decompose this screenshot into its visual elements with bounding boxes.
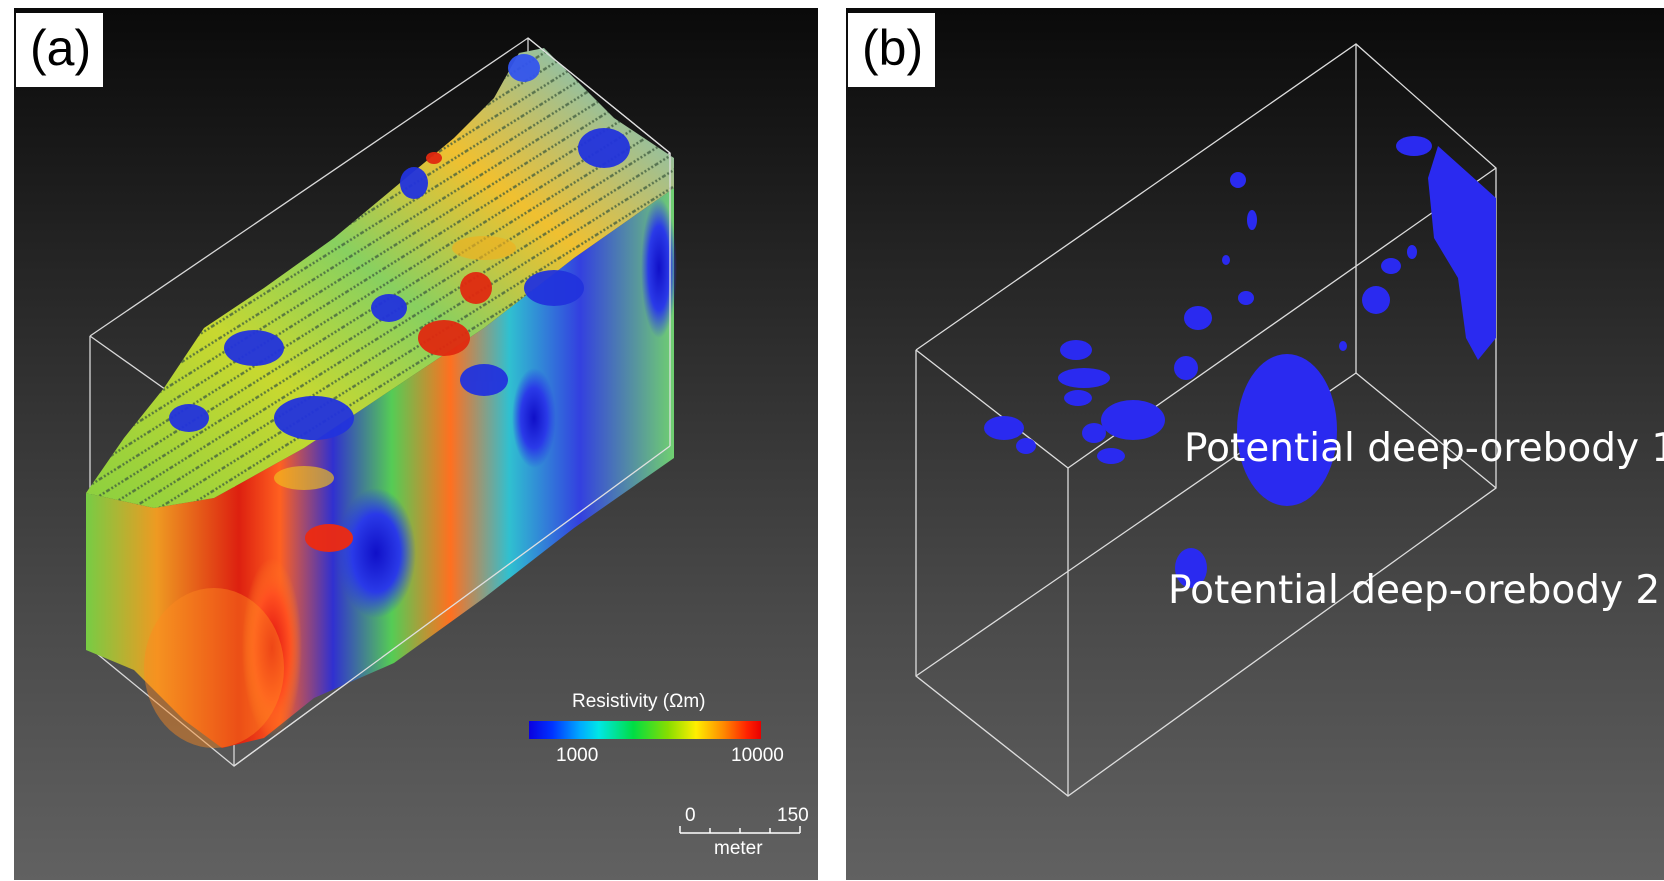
orebody-2-annotation: Potential deep-orebody 2: [1168, 568, 1661, 613]
panel-b-orebody-model: (b) Potential deep-orebody 1 Potential d…: [846, 8, 1664, 880]
orebody-1-shape: [1237, 354, 1337, 506]
high-resistivity-anomaly: [242, 558, 302, 738]
surface-anomalies: [169, 54, 630, 552]
orebody-voxels: [984, 136, 1496, 588]
panel-a-label: (a): [16, 13, 104, 87]
panel-b-label: (b): [848, 13, 936, 87]
colorbar-min-label: 1000: [556, 745, 599, 766]
block-front-face: [86, 188, 674, 748]
low-resistivity-anomaly: [336, 488, 416, 618]
scale-bar-unit: meter: [714, 838, 763, 859]
scale-bar-max-label: 150: [777, 805, 809, 826]
orebody-1-annotation: Potential deep-orebody 1: [1184, 426, 1664, 471]
orebody-3d-view: [915, 43, 1497, 797]
panel-a-resistivity-model: (a) Resistivity (Ωm) 1000 10000 0 150 me…: [14, 8, 818, 880]
colorbar-max-label: 10000: [731, 745, 784, 766]
colorbar-title: Resistivity (Ωm): [572, 691, 706, 712]
scale-bar-min-label: 0: [685, 805, 696, 826]
orebody-2-shape: [1175, 548, 1207, 588]
resistivity-3d-block: [86, 37, 677, 767]
colorbar: [529, 721, 761, 739]
